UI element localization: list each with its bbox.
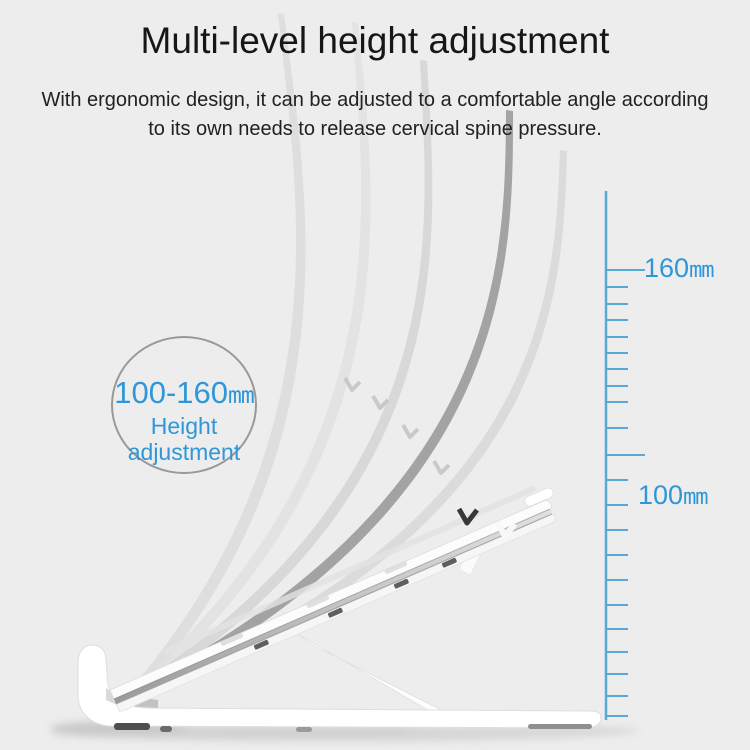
height-ruler — [604, 191, 645, 720]
ruler-160-value: 160 — [644, 253, 690, 283]
kickstand-leg — [297, 633, 454, 717]
ruler-short-ticks — [606, 286, 628, 717]
retention-hook-white — [494, 520, 518, 539]
panel-latches — [253, 557, 457, 650]
rail-dark-line — [115, 513, 553, 705]
height-range-badge: 100-160mm Height adjustment — [111, 336, 257, 474]
subtitle-line-2: to its own needs to release cervical spi… — [148, 118, 602, 140]
panel-slots — [220, 561, 408, 646]
height-range-value: 100-160mm — [114, 375, 255, 413]
panel-top-face — [109, 499, 552, 700]
ghost-hooks — [343, 376, 451, 475]
panel-silver-rail — [114, 509, 552, 704]
badge-caption-line-2: adjustment — [127, 439, 241, 465]
ruler-160-unit: mm — [689, 258, 714, 283]
range-number: 100-160 — [114, 375, 229, 410]
ghost-blade-3 — [145, 60, 433, 687]
ruler-label-100: 100mm — [638, 480, 709, 513]
page-title: Multi-level height adjustment — [140, 20, 610, 61]
panel-tip-flange — [524, 487, 554, 507]
ghost-blade-2 — [142, 22, 371, 686]
support-panel — [109, 485, 556, 713]
range-unit: mm — [228, 383, 255, 409]
base-body — [77, 644, 602, 729]
ruler-100-unit: mm — [683, 485, 708, 510]
ruler-long-ticks — [606, 269, 645, 456]
badge-caption-line-1: Height — [150, 413, 218, 439]
ruler-label-160: 160mm — [644, 253, 715, 286]
subtitle-line-1: With ergonomic design, it can be adjuste… — [41, 89, 709, 111]
page-subtitle: With ergonomic design, it can be adjuste… — [0, 86, 750, 144]
ruler-100-value: 100 — [638, 480, 684, 510]
rubber-feet — [114, 723, 592, 732]
rail-dark-line-2 — [113, 508, 551, 700]
retention-hook-dark — [456, 507, 479, 526]
ghost-position-blades — [140, 13, 567, 689]
ghost-blade-1 — [140, 13, 306, 685]
